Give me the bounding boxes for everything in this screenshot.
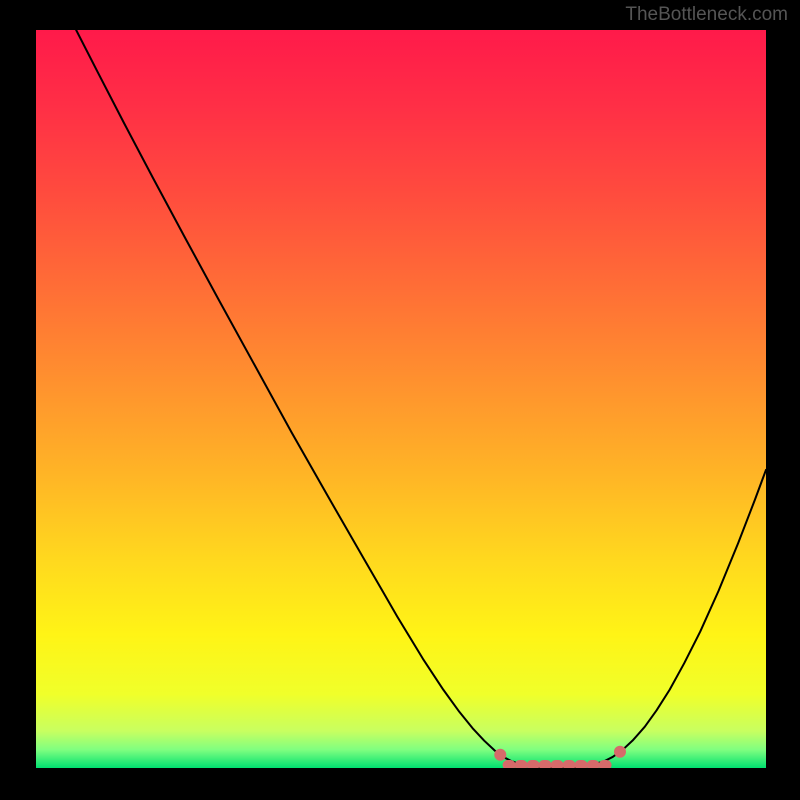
chart-svg [36, 30, 766, 768]
gradient-background [36, 30, 766, 768]
plot-area [36, 30, 766, 768]
optimal-range-end-marker [614, 746, 626, 758]
watermark-text: TheBottleneck.com [625, 4, 788, 26]
optimal-range-start-marker [494, 749, 506, 761]
